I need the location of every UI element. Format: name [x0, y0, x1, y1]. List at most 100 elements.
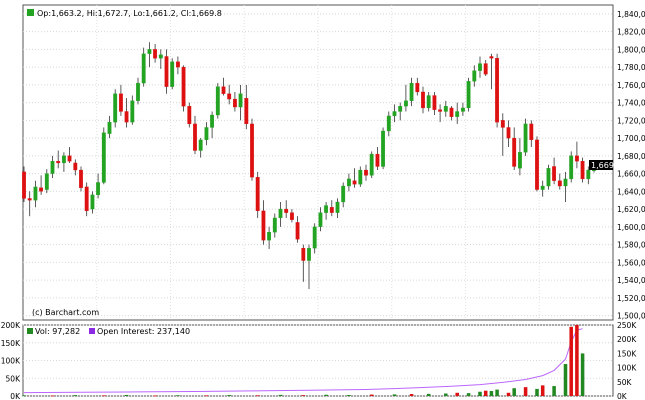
candle-body-down: [580, 161, 585, 180]
candle: [73, 159, 78, 176]
candle: [398, 102, 403, 121]
candle: [403, 84, 408, 112]
price-pane: 1,840,00 1,820,00 1,800,00 1,780,00 1,760,00…: [22, 4, 645, 321]
candle: [96, 173, 101, 199]
candle: [90, 191, 95, 214]
candle: [500, 113, 505, 156]
candle: [438, 104, 443, 123]
candle: [495, 53, 500, 128]
price-grid: [23, 5, 613, 320]
volume-bar: [278, 394, 283, 396]
volume-right-tick-label: 250K: [617, 321, 637, 330]
credit-label: (c) Barchart.com: [32, 308, 99, 317]
candle: [546, 164, 551, 190]
candle: [124, 98, 129, 128]
candle-body-up: [136, 82, 140, 101]
candle-body-down: [153, 49, 158, 59]
candle: [517, 138, 522, 176]
candle-body-down: [56, 161, 61, 164]
candle-body-up: [540, 185, 545, 190]
candle: [175, 56, 180, 75]
candle-body-down: [255, 176, 260, 212]
candle: [187, 102, 192, 128]
candle: [141, 47, 146, 87]
legend-price: Op:1,663.2, Hi:1,672.7, Lo:1,661.2, Cl:1…: [37, 9, 222, 18]
candle-body-up: [569, 155, 574, 180]
candle-body-up: [523, 123, 528, 153]
candle: [478, 56, 482, 78]
candle: [44, 169, 49, 194]
volume-left-tick-label: 0K: [10, 392, 21, 400]
candle-body-up: [204, 127, 209, 141]
candle-body-up: [307, 247, 311, 261]
volume-bar: [535, 388, 539, 396]
candle-body-down: [557, 180, 562, 187]
candle-body-up: [61, 155, 66, 164]
price-y-axis: 1,840,00 1,820,00 1,800,00 1,780,00 1,760,00…: [617, 10, 645, 321]
volume-bar: [392, 394, 397, 396]
candle-body-up: [238, 93, 243, 108]
candle-body-down: [352, 180, 357, 185]
candle: [113, 89, 118, 128]
candle-body-down: [552, 166, 557, 181]
candle: [472, 65, 477, 87]
candle-body-up: [90, 194, 95, 210]
candle-body-up: [386, 115, 391, 132]
legend-swatch-volume: [27, 328, 33, 334]
volume-bar: [575, 325, 579, 396]
candle-body-down: [27, 198, 32, 201]
volume-left-tick-label: 200K: [1, 321, 21, 330]
volume-bars: [22, 325, 585, 397]
candle-body-up: [398, 106, 403, 112]
volume-bar: [489, 391, 494, 396]
price-y-tick-label: 1,760,00: [617, 81, 645, 90]
volume-right-tick-label: 200K: [617, 335, 637, 344]
candle-body-down: [495, 58, 500, 123]
candle: [335, 198, 340, 218]
candle-body-down: [187, 106, 192, 125]
candle: [272, 213, 277, 238]
candle-body-up: [141, 53, 146, 84]
candle: [67, 146, 72, 163]
volume-bar: [478, 391, 482, 396]
candle: [198, 138, 203, 158]
candle: [529, 120, 534, 147]
candle-body-down: [329, 207, 334, 213]
candle-body-down: [284, 208, 289, 213]
candle-body-up: [312, 226, 317, 249]
candle-body-down: [164, 56, 169, 87]
candle-body-up: [101, 132, 106, 183]
candle-body-down: [489, 56, 494, 59]
candle: [267, 226, 272, 250]
legend-swatch-price: [27, 9, 34, 16]
candle: [358, 166, 363, 187]
candle-body-up: [478, 63, 482, 71]
candle-body-down: [415, 82, 420, 93]
candle: [580, 157, 585, 183]
volume-bar: [124, 394, 129, 396]
candle-body-up: [409, 82, 414, 101]
volume-bar: [22, 395, 26, 397]
candle: [193, 115, 197, 155]
candle: [324, 201, 329, 220]
price-y-tick-label: 1,780,00: [617, 63, 645, 72]
candle: [84, 182, 89, 217]
candle: [255, 171, 260, 218]
volume-bar: [580, 353, 585, 396]
price-y-tick-label: 1,560,00: [617, 258, 645, 267]
candle: [238, 84, 243, 121]
price-y-tick-label: 1,720,00: [617, 116, 645, 125]
volume-bar: [369, 394, 374, 396]
candle: [432, 91, 437, 116]
volume-bar: [506, 392, 511, 396]
candle-body-up: [403, 100, 408, 107]
candle-body-up: [158, 54, 163, 59]
price-y-tick-label: 1,520,00: [617, 294, 645, 303]
legend-volume: Vol: 97,282: [35, 327, 80, 336]
volume-bar: [563, 364, 568, 396]
candle-body-up: [335, 201, 340, 213]
last-price-label: 1,669.8: [591, 161, 622, 170]
candle: [164, 49, 169, 94]
candle-body-up: [392, 111, 397, 117]
candle-body-up: [318, 212, 323, 227]
